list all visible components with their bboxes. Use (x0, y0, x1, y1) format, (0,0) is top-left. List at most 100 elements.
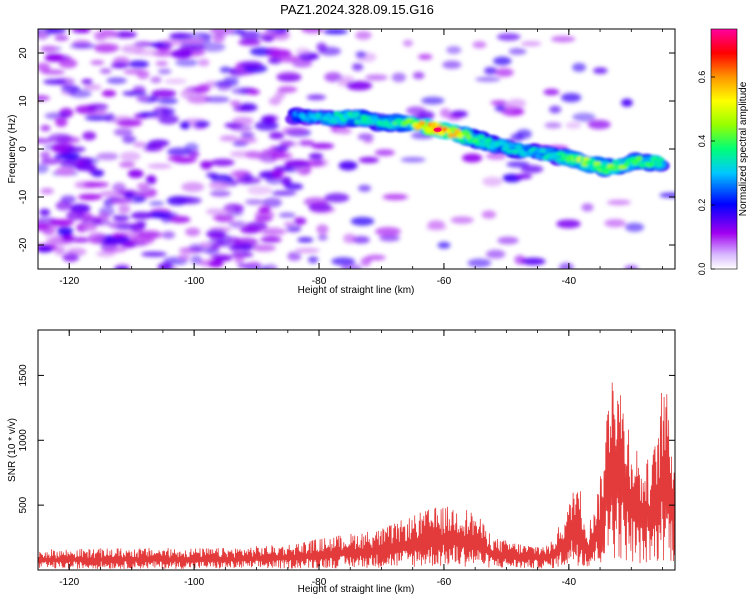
spectrogram-ridge-cell (485, 137, 493, 143)
spectrogram-cell (155, 60, 169, 67)
spectrogram-cell (200, 42, 226, 52)
spectrogram-cell (181, 182, 205, 192)
spectrogram-cell (169, 215, 191, 224)
spectrogram-ridge-cell (535, 153, 542, 159)
spectrogram-cell (284, 159, 311, 169)
spectrogram-cell (145, 175, 157, 185)
spectrogram-cell (284, 182, 304, 191)
spectrogram-cell (490, 100, 508, 106)
snr-series-line (38, 382, 675, 569)
spectrogram-cell (360, 256, 372, 267)
spectrogram-cell (621, 98, 633, 107)
spectrogram-cell (565, 122, 582, 129)
spectrogram-cell (278, 212, 296, 218)
spectrogram-cell (239, 61, 263, 69)
spectrogram-ridge-cell (363, 119, 371, 125)
spectrogram-cell (442, 60, 462, 69)
spectrogram-cell (161, 231, 176, 239)
spectrogram-cell (374, 149, 395, 157)
spectrogram-cell (391, 72, 407, 83)
spectrogram-ridge-cell (622, 161, 630, 167)
spectrogram-cell (365, 74, 388, 81)
snr-y-axis-label: SNR (10 * v/v) (7, 418, 18, 482)
colorbar-tick-label: 0.2 (697, 199, 707, 212)
spectrogram-cell (352, 236, 370, 244)
spectrogram-cell (230, 124, 253, 132)
spectrogram-cell (40, 158, 62, 165)
spectrogram-cell (208, 260, 224, 268)
spectrogram-cell (187, 32, 214, 40)
spectrogram-cell (148, 200, 165, 207)
spectrogram-cell (90, 59, 105, 66)
spectrogram-cell (209, 29, 235, 34)
spectrogram-y-tick-label: -20 (18, 237, 29, 252)
spectrogram-cell (194, 120, 210, 127)
spectrogram-cell (157, 68, 172, 75)
spectrogram-cell (38, 163, 49, 174)
spectrogram-cell (254, 120, 279, 131)
spectrogram-cell (44, 53, 64, 62)
spectrogram-cell (338, 160, 358, 171)
spectrogram-y-tick-label: -10 (18, 189, 29, 204)
spectrogram-cell (57, 227, 73, 237)
spectrogram-cell (230, 169, 252, 178)
spectrogram-y-axis-label: Frequency (Hz) (7, 115, 18, 184)
spectrogram-cell (446, 45, 462, 55)
spectrogram-cell (520, 165, 544, 174)
spectrogram-cell (130, 211, 153, 220)
colorbar-tick-label: 0.0 (697, 263, 707, 276)
spectrogram-cell (355, 51, 367, 59)
spectrogram-cell (205, 208, 224, 215)
spectrogram-cell (150, 76, 162, 84)
spectrogram-cell (277, 75, 302, 82)
spectrogram-cell (78, 193, 102, 201)
spectrogram-cell (447, 114, 462, 121)
spectrogram-cell (68, 237, 92, 243)
snr-x-tick-label: -40 (562, 577, 577, 588)
spectrogram-cell (122, 135, 137, 144)
spectrogram-ridge-cell (657, 157, 665, 163)
spectrogram-cell (160, 213, 173, 223)
spectrogram-cell (167, 155, 186, 162)
spectrogram-cell (133, 141, 147, 148)
spectrogram-cell (119, 161, 136, 168)
spectrogram-cell (185, 227, 201, 237)
spectrogram-cell (544, 122, 562, 129)
spectrogram-cell (158, 114, 179, 125)
spectrogram-cell (494, 105, 506, 112)
spectrogram-cell (324, 72, 343, 83)
spectrogram-cell (482, 176, 503, 187)
spectrogram-x-tick-label: -120 (59, 276, 79, 287)
spectrogram-cell (204, 96, 230, 103)
spectrogram-cell (238, 39, 262, 46)
spectrogram-cell (606, 199, 631, 206)
spectrogram-cell (283, 221, 295, 227)
spectrogram-cell (40, 188, 54, 195)
spectrogram-cell (110, 62, 129, 69)
spectrogram-cell (247, 89, 260, 95)
spectrogram-cell (54, 245, 66, 256)
spectrogram-cell (119, 151, 141, 162)
spectrogram-cell (308, 153, 324, 160)
spectrogram-cell (113, 128, 133, 137)
spectrogram-cell (82, 222, 98, 232)
spectrogram-cell (109, 197, 133, 204)
spectrogram-cell (121, 44, 145, 54)
spectrogram-ridge-cell (514, 144, 522, 150)
spectrogram-cell (306, 94, 326, 101)
spectrogram-ridge-cell (425, 127, 433, 133)
spectrogram-cell (485, 249, 506, 259)
spectrogram-cell (136, 220, 147, 228)
spectrogram-cell (112, 182, 126, 193)
spectrogram-cell (309, 205, 336, 214)
spectrogram-cell (58, 58, 78, 69)
spectrogram-cell (116, 224, 137, 231)
spectrogram-cell (382, 193, 409, 201)
snr-x-axis-label: Height of straight line (km) (298, 584, 415, 595)
spectrogram-cell (118, 204, 131, 214)
spectrogram-cell (298, 139, 315, 147)
spectrogram-cell (240, 226, 261, 234)
spectrogram-cell (179, 121, 191, 130)
spectrogram-cell (66, 210, 85, 221)
